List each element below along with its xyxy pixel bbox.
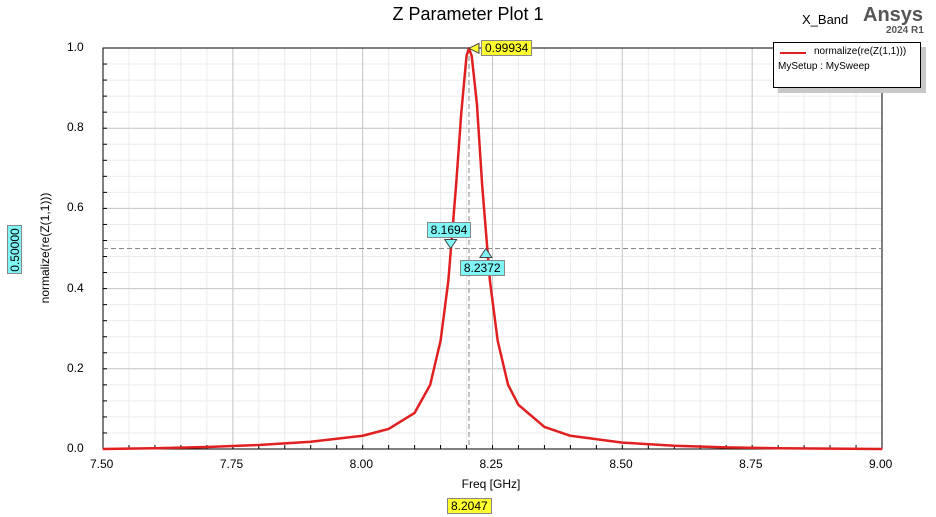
x-tick-label: 8.75	[739, 457, 763, 471]
plot-title: Z Parameter Plot 1	[392, 4, 544, 24]
data-point	[460, 111, 462, 113]
legend-line-swatch	[780, 52, 806, 54]
data-point	[455, 183, 457, 185]
data-point	[310, 441, 312, 443]
y-tick-label: 0.2	[67, 360, 84, 375]
marker-peak-pointer	[467, 42, 480, 55]
data-point	[362, 435, 364, 437]
y-tick-label: 0.4	[67, 280, 84, 295]
marker-upper-freq[interactable]: 8.2372	[459, 259, 505, 276]
data-point	[388, 428, 390, 430]
data-point	[414, 412, 416, 414]
data-point	[258, 444, 260, 446]
data-point	[102, 448, 104, 450]
data-point	[439, 340, 442, 342]
x-axis-label: Freq [GHz]	[461, 477, 521, 491]
data-point	[489, 279, 491, 282]
data-point	[725, 446, 727, 448]
data-point	[621, 441, 623, 444]
x-tick-label: 8.25	[479, 457, 503, 471]
marker-peak-freq[interactable]: 8.2047	[446, 498, 492, 514]
data-point	[429, 384, 431, 386]
y-tick-label: 1.0	[67, 40, 84, 54]
marker-peak-value[interactable]: 0.99934	[480, 40, 533, 57]
y-tick-label: 0.0	[67, 441, 84, 455]
data-point	[206, 446, 208, 448]
legend-box[interactable]: normalize(re(Z(1,1))) MySetup : MySweep	[773, 42, 921, 88]
legend-setup: MySetup : MySweep	[778, 61, 870, 72]
data-point	[673, 445, 675, 447]
data-point	[507, 384, 509, 386]
x-tick-label: 9.00	[869, 457, 893, 471]
project-name: X_Band	[802, 12, 849, 27]
data-point	[497, 340, 499, 342]
y-tick-label: 0.8	[67, 120, 84, 135]
data-point	[471, 55, 473, 57]
x-tick-label: 8.50	[609, 457, 633, 471]
version-label: 2024 R1	[886, 25, 924, 36]
legend-trace-name: normalize(re(Z(1,1)))	[814, 46, 907, 57]
data-point	[476, 103, 478, 105]
y-tick-label: 0.6	[67, 200, 84, 215]
data-point	[154, 447, 156, 449]
y-axis-label: normalize(re(Z(1,1)))	[38, 192, 52, 304]
x-tick-label: 7.75	[219, 457, 244, 471]
marker-level-text: 0.50000	[7, 227, 22, 272]
data-point	[881, 448, 883, 450]
marker-lower-triangle	[443, 239, 458, 250]
data-point	[569, 435, 572, 437]
data-point	[517, 404, 520, 406]
data-point	[481, 183, 483, 185]
marker-level-value[interactable]: 0.50000	[7, 225, 22, 274]
x-tick-label: 7.50	[90, 457, 114, 471]
marker-lower-freq[interactable]: 8.1694	[426, 221, 472, 238]
data-point	[543, 426, 546, 428]
ansys-logo: Ansys	[863, 4, 924, 26]
data-point	[777, 447, 779, 449]
x-tick-label: 8.00	[349, 457, 374, 471]
data-point	[447, 279, 449, 282]
marker-upper-triangle	[478, 247, 493, 258]
data-point	[465, 55, 468, 57]
